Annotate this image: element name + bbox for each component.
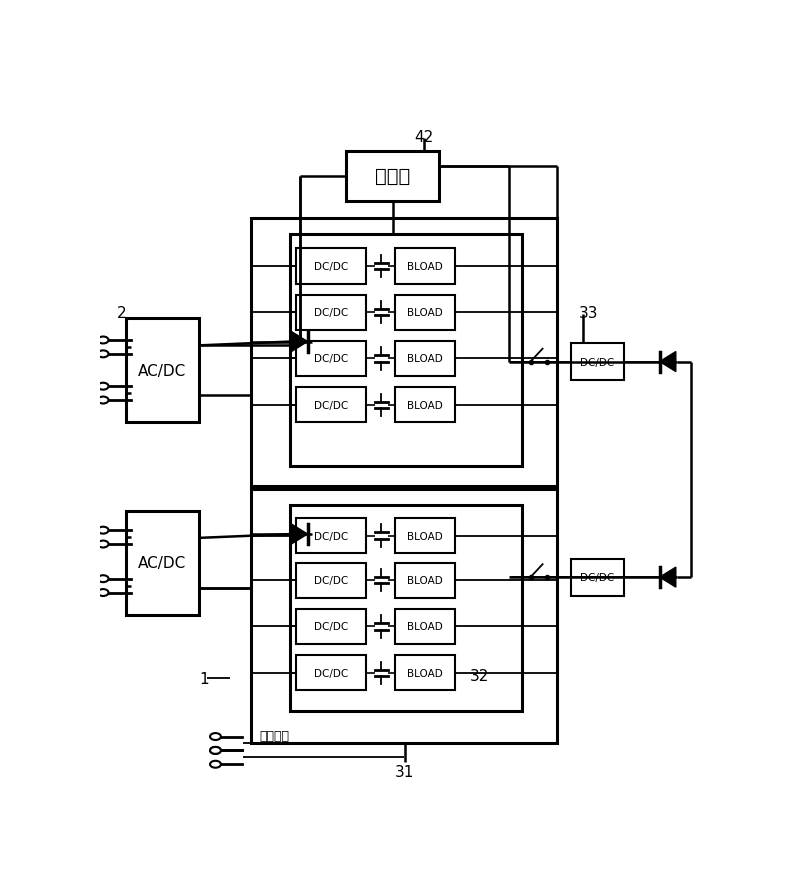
Text: DC/DC: DC/DC bbox=[314, 668, 348, 678]
Ellipse shape bbox=[98, 527, 109, 534]
Text: BLOAD: BLOAD bbox=[407, 622, 442, 631]
Ellipse shape bbox=[210, 761, 221, 768]
Bar bbox=[251, 489, 558, 744]
Bar bbox=[296, 563, 366, 598]
Text: DC/DC: DC/DC bbox=[314, 354, 348, 364]
Text: BLOAD: BLOAD bbox=[407, 308, 442, 317]
Text: AC/DC: AC/DC bbox=[138, 556, 186, 571]
Text: DC/DC: DC/DC bbox=[581, 357, 614, 367]
Polygon shape bbox=[660, 353, 676, 372]
Text: BLOAD: BLOAD bbox=[407, 531, 442, 541]
Ellipse shape bbox=[98, 383, 109, 390]
Text: 直流母线: 直流母线 bbox=[259, 730, 289, 743]
Text: 1: 1 bbox=[199, 671, 209, 686]
Text: DC/DC: DC/DC bbox=[581, 573, 614, 582]
Bar bbox=[296, 655, 366, 690]
Ellipse shape bbox=[98, 337, 109, 344]
Bar bbox=[571, 559, 624, 596]
Text: BLOAD: BLOAD bbox=[407, 668, 442, 678]
Ellipse shape bbox=[98, 397, 109, 404]
Text: 下位机: 下位机 bbox=[375, 167, 410, 186]
Ellipse shape bbox=[210, 747, 221, 754]
Text: DC/DC: DC/DC bbox=[314, 308, 348, 317]
Bar bbox=[296, 518, 366, 553]
Bar bbox=[571, 344, 624, 381]
Bar bbox=[394, 249, 455, 284]
Text: 32: 32 bbox=[470, 668, 489, 683]
Bar bbox=[126, 511, 199, 615]
Bar bbox=[394, 388, 455, 423]
Ellipse shape bbox=[98, 589, 109, 596]
Ellipse shape bbox=[98, 575, 109, 582]
Ellipse shape bbox=[98, 541, 109, 548]
Bar bbox=[394, 563, 455, 598]
Bar bbox=[290, 505, 522, 711]
Bar bbox=[394, 341, 455, 377]
Text: BLOAD: BLOAD bbox=[407, 400, 442, 410]
Bar bbox=[394, 609, 455, 645]
Polygon shape bbox=[660, 567, 676, 588]
Ellipse shape bbox=[210, 733, 221, 740]
Bar bbox=[290, 234, 522, 467]
Text: DC/DC: DC/DC bbox=[314, 261, 348, 272]
Text: 42: 42 bbox=[414, 130, 434, 145]
Bar bbox=[346, 152, 439, 202]
Text: DC/DC: DC/DC bbox=[314, 575, 348, 586]
Bar bbox=[394, 655, 455, 690]
Bar bbox=[394, 518, 455, 553]
Text: AC/DC: AC/DC bbox=[138, 363, 186, 379]
Bar bbox=[296, 249, 366, 284]
Text: BLOAD: BLOAD bbox=[407, 261, 442, 272]
Bar bbox=[126, 319, 199, 423]
Text: BLOAD: BLOAD bbox=[407, 575, 442, 586]
Bar bbox=[296, 296, 366, 331]
Ellipse shape bbox=[210, 747, 221, 754]
Text: BLOAD: BLOAD bbox=[407, 354, 442, 364]
Text: DC/DC: DC/DC bbox=[314, 622, 348, 631]
Bar bbox=[251, 219, 558, 487]
Ellipse shape bbox=[98, 351, 109, 358]
Bar bbox=[394, 296, 455, 331]
Bar bbox=[296, 341, 366, 377]
Text: 31: 31 bbox=[395, 764, 414, 779]
Text: 2: 2 bbox=[117, 305, 126, 320]
Bar bbox=[296, 388, 366, 423]
Text: DC/DC: DC/DC bbox=[314, 531, 348, 541]
Polygon shape bbox=[291, 524, 307, 545]
Text: DC/DC: DC/DC bbox=[314, 400, 348, 410]
Bar bbox=[296, 609, 366, 645]
Polygon shape bbox=[291, 332, 307, 353]
Text: 33: 33 bbox=[579, 305, 598, 320]
